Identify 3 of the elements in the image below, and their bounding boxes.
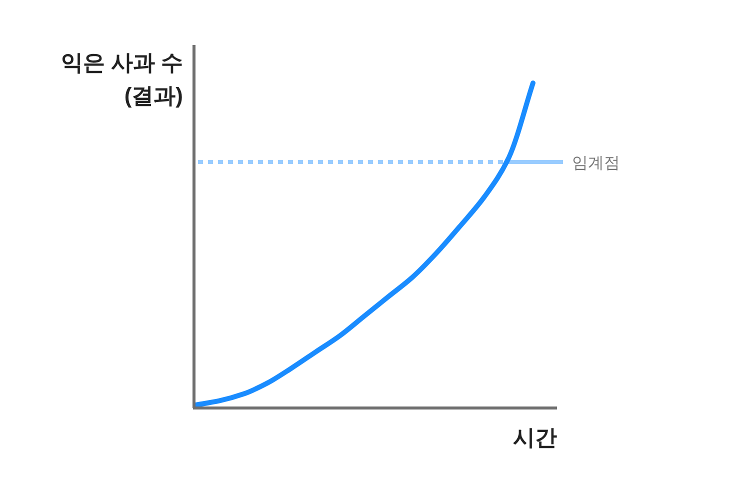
x-axis-title: 시간 bbox=[513, 425, 557, 450]
ref-line-label: 임계점 bbox=[572, 155, 620, 172]
y-axis-title: 익은 사과 수 (결과) bbox=[60, 50, 183, 108]
